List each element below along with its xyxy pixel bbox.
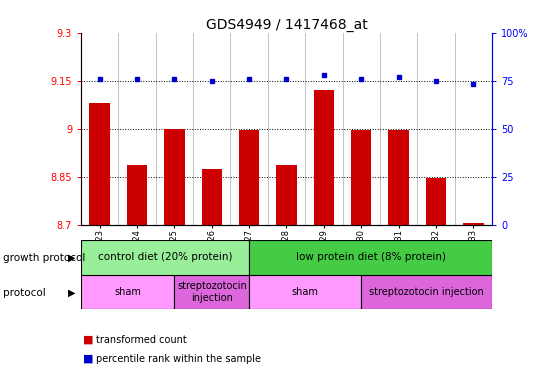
Bar <box>314 90 334 225</box>
Bar <box>81 240 249 275</box>
Text: streptozotocin
injection: streptozotocin injection <box>177 281 247 303</box>
Bar <box>89 103 110 225</box>
Bar <box>164 129 184 225</box>
Text: sham: sham <box>114 287 141 297</box>
Text: ▶: ▶ <box>68 253 75 263</box>
Text: protocol: protocol <box>3 288 45 298</box>
Text: low protein diet (8% protein): low protein diet (8% protein) <box>296 252 446 262</box>
Bar <box>239 130 259 225</box>
Bar <box>463 223 484 225</box>
Text: control diet (20% protein): control diet (20% protein) <box>98 252 233 262</box>
Title: GDS4949 / 1417468_at: GDS4949 / 1417468_at <box>206 18 367 31</box>
Bar <box>389 130 409 225</box>
Bar <box>276 166 297 225</box>
Bar <box>249 240 492 275</box>
Bar <box>127 166 148 225</box>
Text: ▶: ▶ <box>68 288 75 298</box>
Text: transformed count: transformed count <box>96 335 187 345</box>
Bar <box>249 275 361 309</box>
Text: percentile rank within the sample: percentile rank within the sample <box>96 354 261 364</box>
Text: ■: ■ <box>83 335 93 345</box>
Bar <box>425 178 446 225</box>
Text: ■: ■ <box>83 354 93 364</box>
Bar <box>81 275 174 309</box>
Bar <box>351 130 372 225</box>
Bar <box>201 169 222 225</box>
Bar <box>174 275 249 309</box>
Text: sham: sham <box>292 287 319 297</box>
Text: streptozotocin injection: streptozotocin injection <box>369 287 484 297</box>
Bar <box>361 275 492 309</box>
Text: growth protocol: growth protocol <box>3 253 85 263</box>
